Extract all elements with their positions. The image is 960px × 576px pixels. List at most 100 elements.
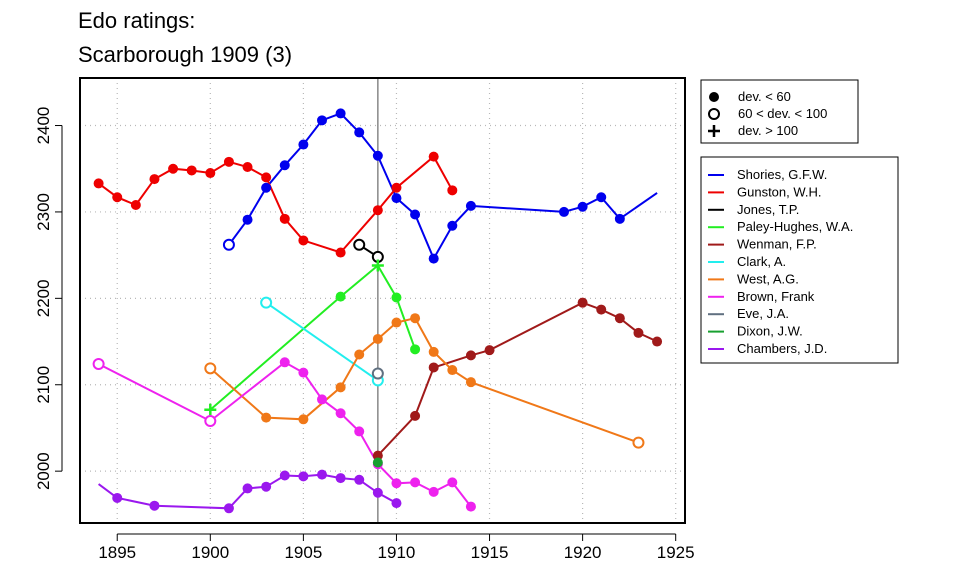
data-point-wenman-f-p [596, 304, 607, 315]
plot-frame [79, 77, 686, 524]
grid-lines [80, 78, 685, 523]
data-point-chambers-j-d [242, 483, 253, 494]
data-point-jones-t-p [353, 238, 366, 251]
series-legend-label: Clark, A. [737, 254, 786, 269]
data-point-chambers-j-d [317, 469, 327, 480]
data-point-shories-g-f-w [559, 206, 569, 217]
data-point-chambers-j-d [298, 471, 309, 482]
data-point-brown-frank [354, 426, 365, 437]
chart-title-line-2: Scarborough 1909 (3) [78, 42, 292, 67]
series-legend-label: Paley-Hughes, W.A. [737, 219, 853, 234]
data-point-gunston-w-h [205, 168, 216, 179]
legend-marker-plus [708, 125, 720, 137]
data-point-shories-g-f-w [428, 253, 439, 264]
data-point-gunston-w-h [428, 151, 439, 162]
data-point-gunston-w-h [372, 205, 383, 216]
data-point-west-a-g [298, 414, 309, 425]
series-legend-label: West, A.G. [737, 271, 799, 286]
data-point-gunston-w-h [223, 156, 234, 167]
data-point-gunston-w-h [391, 182, 402, 193]
series-line-clark-a [265, 301, 379, 382]
series-legend-label: Jones, T.P. [737, 202, 799, 217]
data-point-chambers-j-d [112, 492, 123, 503]
data-point-chambers-j-d [372, 487, 383, 498]
y-tick-label: 2400 [34, 107, 53, 145]
data-point-paley-hughes-w-a [204, 403, 217, 416]
series-legend-label: Brown, Frank [737, 289, 815, 304]
data-point-shories-g-f-w [577, 201, 588, 212]
data-point-brown-frank [391, 478, 402, 489]
series-legend-label: Wenman, F.P. [737, 237, 817, 252]
series-points [92, 108, 663, 514]
x-tick-label: 1900 [191, 543, 229, 562]
data-point-gunston-w-h [149, 174, 160, 185]
data-point-paley-hughes-w-a [371, 259, 384, 272]
data-point-gunston-w-h [261, 172, 272, 183]
data-point-shories-g-f-w [261, 182, 272, 193]
data-point-west-a-g [428, 346, 439, 357]
data-point-shories-g-f-w [465, 200, 476, 211]
chart-title-line-1: Edo ratings: [78, 8, 195, 33]
data-point-shories-g-f-w [279, 160, 290, 171]
data-point-chambers-j-d [149, 500, 160, 511]
y-tick-label: 2200 [34, 279, 53, 317]
series-line-paley-hughes-w-a [209, 263, 417, 411]
data-point-gunston-w-h [112, 192, 123, 203]
data-point-shories-g-f-w [354, 127, 365, 138]
series-legend-box [700, 156, 899, 364]
data-point-wenman-f-p [372, 450, 383, 461]
data-point-chambers-j-d [335, 473, 346, 484]
data-point-gunston-w-h [168, 163, 179, 174]
x-tick-label: 1915 [471, 543, 509, 562]
x-axis: 1895 1900 1905 1910 1915 1920 1925 [98, 533, 695, 562]
x-tick-label: 1920 [564, 543, 602, 562]
data-point-paley-hughes-w-a [391, 292, 402, 303]
data-point-chambers-j-d [223, 503, 234, 514]
data-point-wenman-f-p [577, 297, 588, 308]
series-line-west-a-g [209, 317, 639, 444]
data-point-paley-hughes-w-a [335, 291, 346, 302]
x-tick-label: 1910 [378, 543, 416, 562]
data-point-wenman-f-p [428, 362, 439, 373]
data-point-chambers-j-d [261, 481, 272, 492]
x-tick-label: 1905 [284, 543, 322, 562]
data-point-gunston-w-h [279, 213, 290, 224]
data-point-eve-j-a [371, 367, 384, 380]
series-legend-label: Dixon, J.W. [737, 324, 803, 339]
data-point-brown-frank [428, 486, 439, 497]
data-point-gunston-w-h [186, 165, 197, 176]
data-point-shories-g-f-w [317, 115, 327, 126]
x-tick-label: 1895 [98, 543, 136, 562]
series-legend: Shories, G.F.W. Gunston, W.H. Jones, T.P. P… [700, 156, 899, 364]
data-point-clark-a [260, 296, 273, 309]
series-line-shories-g-f-w [228, 112, 658, 261]
data-point-shories-g-f-w [447, 220, 458, 231]
data-point-brown-frank [92, 358, 105, 371]
data-point-west-a-g [372, 333, 383, 344]
data-point-west-a-g [204, 362, 217, 375]
data-point-west-a-g [354, 349, 365, 360]
data-point-brown-frank [204, 415, 217, 428]
deviation-legend: dev. < 60 60 < dev. < 100 dev. > 100 [700, 79, 859, 144]
data-point-brown-frank [410, 477, 421, 488]
data-point-brown-frank [447, 477, 458, 488]
data-point-gunston-w-h [130, 200, 141, 211]
deviation-legend-label: dev. > 100 [738, 123, 798, 138]
data-point-shories-g-f-w [410, 209, 421, 220]
data-point-shories-g-f-w [372, 150, 383, 161]
data-point-shories-g-f-w [222, 238, 235, 251]
data-point-brown-frank [465, 501, 476, 512]
data-point-gunston-w-h [298, 235, 309, 246]
y-tick-label: 2300 [34, 193, 53, 231]
data-point-wenman-f-p [484, 345, 495, 356]
data-point-wenman-f-p [652, 336, 663, 347]
data-point-brown-frank [335, 408, 346, 419]
y-tick-label: 2100 [34, 366, 53, 404]
data-point-gunston-w-h [93, 178, 104, 189]
series-line-gunston-w-h [98, 155, 454, 254]
data-point-gunston-w-h [335, 247, 346, 258]
deviation-legend-label: dev. < 60 [738, 89, 791, 104]
series-legend-label: Chambers, J.D. [737, 341, 827, 356]
data-point-west-a-g [391, 317, 402, 328]
